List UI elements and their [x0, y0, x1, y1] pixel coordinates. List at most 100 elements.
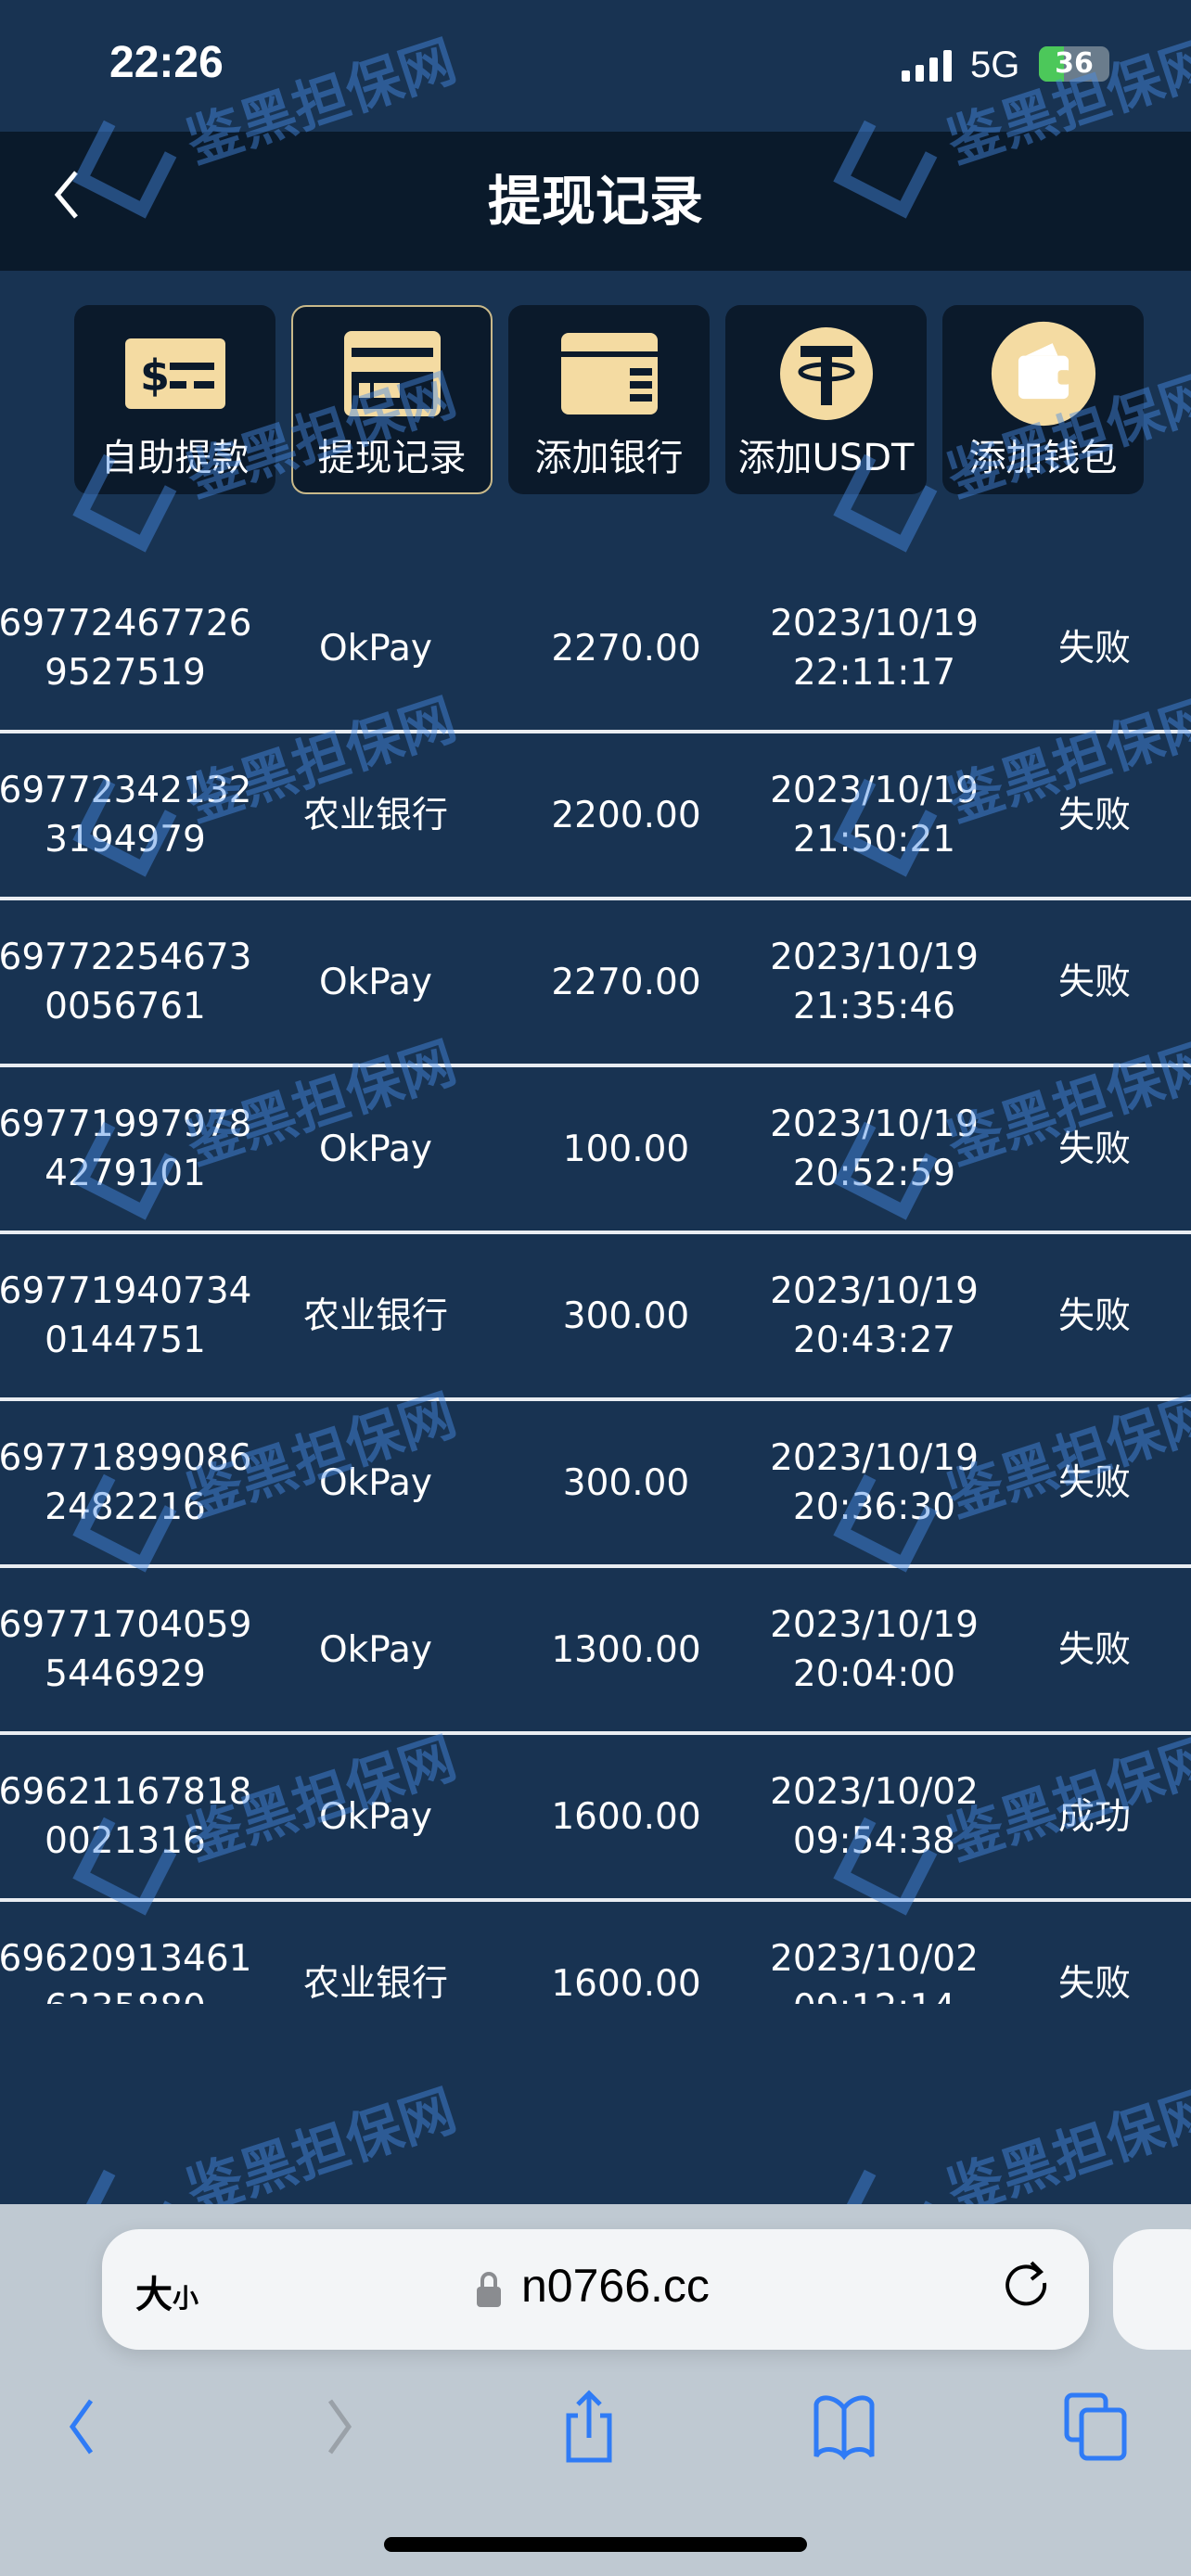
network-type: 5G: [970, 45, 1020, 85]
text-line: 3194979: [45, 819, 206, 861]
browser-toolbar: 大小 n0766.cc: [0, 2204, 1191, 2576]
table-row[interactable]: 69772467726 9527519 OkPay 2270.00 2023/10…: [0, 567, 1191, 733]
amount: 2200.00: [551, 794, 701, 836]
withdraw-records-table: 69772467726 9527519 OkPay 2270.00 2023/10…: [0, 567, 1191, 2004]
tile-add-wallet[interactable]: 添加钱包: [942, 305, 1144, 494]
order-id: 69771704059 5446929: [0, 1568, 252, 1731]
status-badge: 失败: [1057, 961, 1131, 1003]
table-row[interactable]: 69621167818 0021316 OkPay 1600.00 2023/10…: [0, 1735, 1191, 1902]
card-icon: [339, 327, 446, 420]
clock: 22:26: [109, 38, 224, 87]
tile-add-bank[interactable]: 添加银行: [508, 305, 710, 494]
status-badge: 成功: [1057, 1795, 1131, 1838]
datetime: 2023/10/19 20:36:30: [751, 1401, 997, 1564]
tile-self-withdraw[interactable]: $ 自助提款: [74, 305, 275, 494]
table-row[interactable]: 69620913461 6235880 农业银行 1600.00 2023/10/…: [0, 1902, 1191, 2004]
text-line: 2023/10/19: [770, 937, 979, 978]
method: OkPay: [318, 1128, 433, 1170]
tile-label: 添加钱包: [968, 437, 1118, 479]
lock-icon: [477, 2272, 501, 2307]
wallet-icon: [990, 321, 1097, 427]
text-line: 2023/10/19: [770, 770, 979, 811]
back-button[interactable]: [52, 169, 80, 235]
method: OkPay: [318, 1461, 433, 1504]
text-line: 6235880: [45, 1983, 206, 2004]
tile-add-usdt[interactable]: 添加USDT: [725, 305, 927, 494]
signal-icon: [902, 48, 952, 82]
amount: 300.00: [562, 1461, 690, 1504]
order-id: 69772467726 9527519: [0, 567, 252, 730]
text-line: 2023/10/19: [770, 1604, 979, 1646]
status-badge: 失败: [1057, 1628, 1131, 1671]
url-domain: n0766.cc: [521, 2260, 710, 2312]
text-line: 2023/10/02: [770, 1771, 979, 1813]
text-line: 20:04:00: [792, 1653, 956, 1695]
text-line: 69772467726: [0, 603, 252, 644]
order-id: 69771940734 0144751: [0, 1234, 251, 1397]
text-line: 0056761: [45, 986, 206, 1027]
datetime: 2023/10/02 09:12:14: [751, 1902, 997, 2004]
table-row[interactable]: 69772342132 3194979 农业银行 2200.00 2023/10/…: [0, 733, 1191, 900]
bookmarks-icon[interactable]: [807, 2390, 881, 2464]
address-bar[interactable]: 大小 n0766.cc: [102, 2229, 1089, 2350]
method: 农业银行: [302, 1294, 448, 1337]
datetime: 2023/10/19 20:43:27: [751, 1234, 997, 1397]
table-row[interactable]: 69771940734 0144751 农业银行 300.00 2023/10/1…: [0, 1234, 1191, 1401]
text-line: 4279101: [45, 1153, 206, 1194]
amount: 1600.00: [551, 1962, 701, 2005]
text-line: 20:43:27: [792, 1320, 956, 1361]
chevron-left-icon: [54, 171, 78, 219]
datetime: 2023/10/19 21:35:46: [751, 900, 997, 1064]
text-line: 20:36:30: [792, 1486, 956, 1528]
table-row[interactable]: 69771899086 2482216 OkPay 300.00 2023/10/…: [0, 1401, 1191, 1568]
order-id: 69620913461 6235880: [0, 1902, 251, 2004]
text-line: 09:12:14: [793, 1983, 955, 2004]
text-line: 69772254673: [0, 937, 252, 978]
method: OkPay: [318, 627, 433, 670]
text-line: 20:52:59: [792, 1153, 956, 1194]
text-line: 09:54:38: [792, 1820, 956, 1862]
text-line: 5446929: [45, 1653, 206, 1695]
table-row[interactable]: 69771997978 4279101 OkPay 100.00 2023/10/…: [0, 1067, 1191, 1234]
nav-header: 提现记录: [0, 132, 1191, 271]
reload-icon[interactable]: [1002, 2259, 1057, 2315]
tile-label: 自助提款: [100, 437, 250, 479]
method: OkPay: [318, 1628, 433, 1671]
back-nav-icon[interactable]: [45, 2390, 119, 2464]
order-id: 69772254673 0056761: [0, 900, 252, 1064]
status-badge: 失败: [1057, 1962, 1131, 2005]
cash-card-icon: $: [122, 327, 229, 420]
home-indicator: [384, 2537, 807, 2552]
text-line: 0144751: [45, 1320, 206, 1361]
status-badge: 失败: [1057, 1128, 1131, 1170]
table-row[interactable]: 69771704059 5446929 OkPay 1300.00 2023/10…: [0, 1568, 1191, 1735]
text-line: 2023/10/19: [770, 1103, 979, 1145]
tile-label: 添加银行: [534, 437, 684, 479]
forward-nav-icon[interactable]: [302, 2390, 377, 2464]
text-line: 9527519: [45, 652, 206, 694]
table-row[interactable]: 69772254673 0056761 OkPay 2270.00 2023/10…: [0, 900, 1191, 1067]
amount: 2270.00: [551, 961, 701, 1003]
method: OkPay: [318, 961, 433, 1003]
share-icon[interactable]: [552, 2390, 626, 2464]
datetime: 2023/10/19 22:11:17: [751, 567, 997, 730]
text-line: 21:35:46: [792, 986, 956, 1027]
datetime: 2023/10/19 20:52:59: [751, 1067, 997, 1231]
text-line: 2023/10/02: [770, 1938, 979, 1980]
tabs-icon[interactable]: [1059, 2390, 1133, 2464]
text-line: 69772342132: [0, 770, 252, 811]
method: 农业银行: [302, 794, 448, 836]
order-id: 69621167818 0021316: [0, 1735, 252, 1898]
text-size-button[interactable]: 大小: [135, 2274, 199, 2316]
next-tab-preview[interactable]: [1113, 2229, 1191, 2350]
order-id: 69772342132 3194979: [0, 733, 252, 897]
tile-withdraw-records[interactable]: 提现记录: [291, 305, 493, 494]
tile-label: 提现记录: [317, 437, 467, 479]
text-line: 69621167818: [0, 1771, 252, 1813]
text-line: 69771997978: [0, 1103, 252, 1145]
amount: 2270.00: [551, 627, 701, 670]
text-line: 69771704059: [0, 1604, 252, 1646]
amount: 1300.00: [551, 1628, 701, 1671]
text-line: 69771899086: [0, 1437, 252, 1479]
datetime: 2023/10/19 21:50:21: [751, 733, 997, 897]
